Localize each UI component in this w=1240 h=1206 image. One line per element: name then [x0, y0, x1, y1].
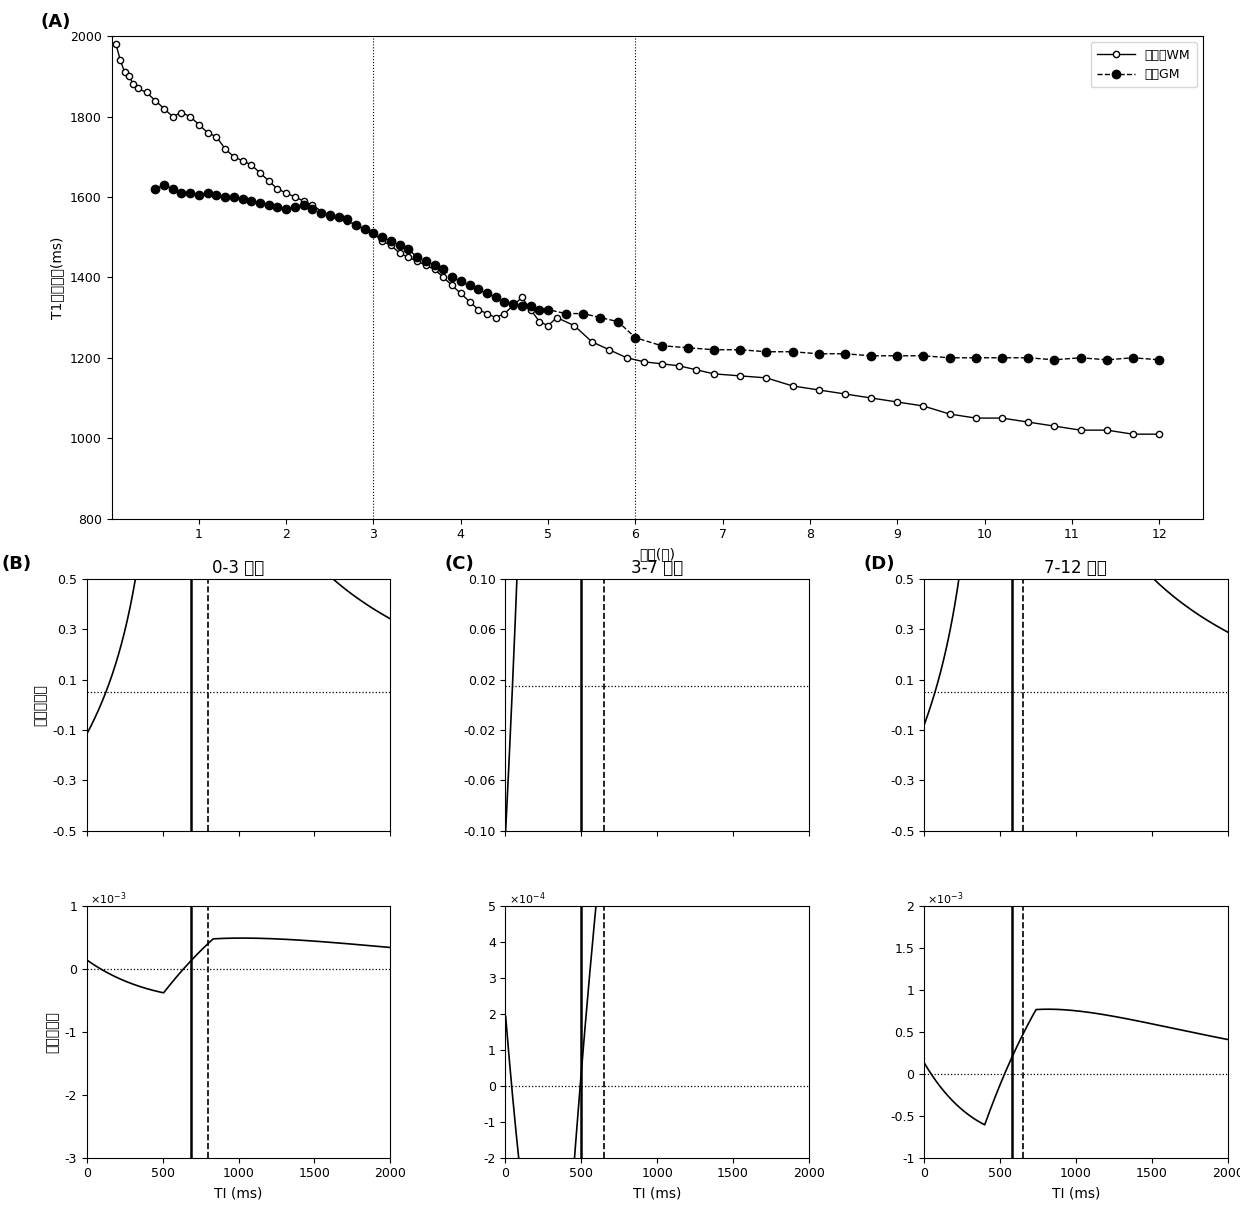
皮层下WM	[109, 37, 124, 52]
Title: 7-12 月龄: 7-12 月龄	[1044, 560, 1107, 578]
Y-axis label: T1弛豫时间(ms): T1弛豫时间(ms)	[51, 236, 64, 318]
X-axis label: 年龄(月): 年龄(月)	[639, 546, 676, 561]
皮层下WM	[322, 210, 337, 224]
皮层下WM	[305, 198, 320, 212]
皮层GM	[244, 194, 259, 209]
X-axis label: TI (ms): TI (ms)	[632, 1185, 682, 1200]
皮层GM	[1047, 352, 1061, 367]
Y-axis label: 绝对对比度: 绝对对比度	[45, 1011, 60, 1053]
Text: (C): (C)	[445, 555, 475, 573]
皮层GM	[454, 274, 469, 288]
皮层下WM	[383, 238, 398, 252]
皮层下WM	[218, 141, 233, 156]
皮层GM	[156, 177, 171, 192]
Title: 3-7 月龄: 3-7 月龄	[631, 560, 683, 578]
Text: $\times10^{-3}$: $\times10^{-3}$	[928, 890, 963, 907]
Y-axis label: 相对对比度: 相对对比度	[33, 684, 47, 726]
皮层GM	[174, 186, 188, 200]
Text: $\times10^{-3}$: $\times10^{-3}$	[89, 890, 126, 907]
皮层下WM	[1152, 427, 1167, 441]
皮层GM	[994, 351, 1009, 365]
皮层下WM	[401, 250, 415, 264]
Line: 皮层下WM: 皮层下WM	[113, 41, 1162, 438]
皮层GM	[1152, 352, 1167, 367]
Line: 皮层GM: 皮层GM	[151, 181, 1163, 364]
X-axis label: TI (ms): TI (ms)	[215, 1185, 263, 1200]
Text: (B): (B)	[1, 555, 32, 573]
皮层GM	[1100, 352, 1115, 367]
Text: (D): (D)	[863, 555, 895, 573]
Text: $\times10^{-4}$: $\times10^{-4}$	[508, 890, 546, 907]
皮层GM	[523, 298, 538, 312]
Legend: 皮层下WM, 皮层GM: 皮层下WM, 皮层GM	[1091, 42, 1197, 87]
Title: 0-3 月龄: 0-3 月龄	[212, 560, 264, 578]
X-axis label: TI (ms): TI (ms)	[1052, 1185, 1100, 1200]
皮层GM	[148, 182, 162, 197]
Text: (A): (A)	[41, 13, 71, 31]
皮层下WM	[480, 306, 495, 321]
皮层下WM	[1126, 427, 1141, 441]
